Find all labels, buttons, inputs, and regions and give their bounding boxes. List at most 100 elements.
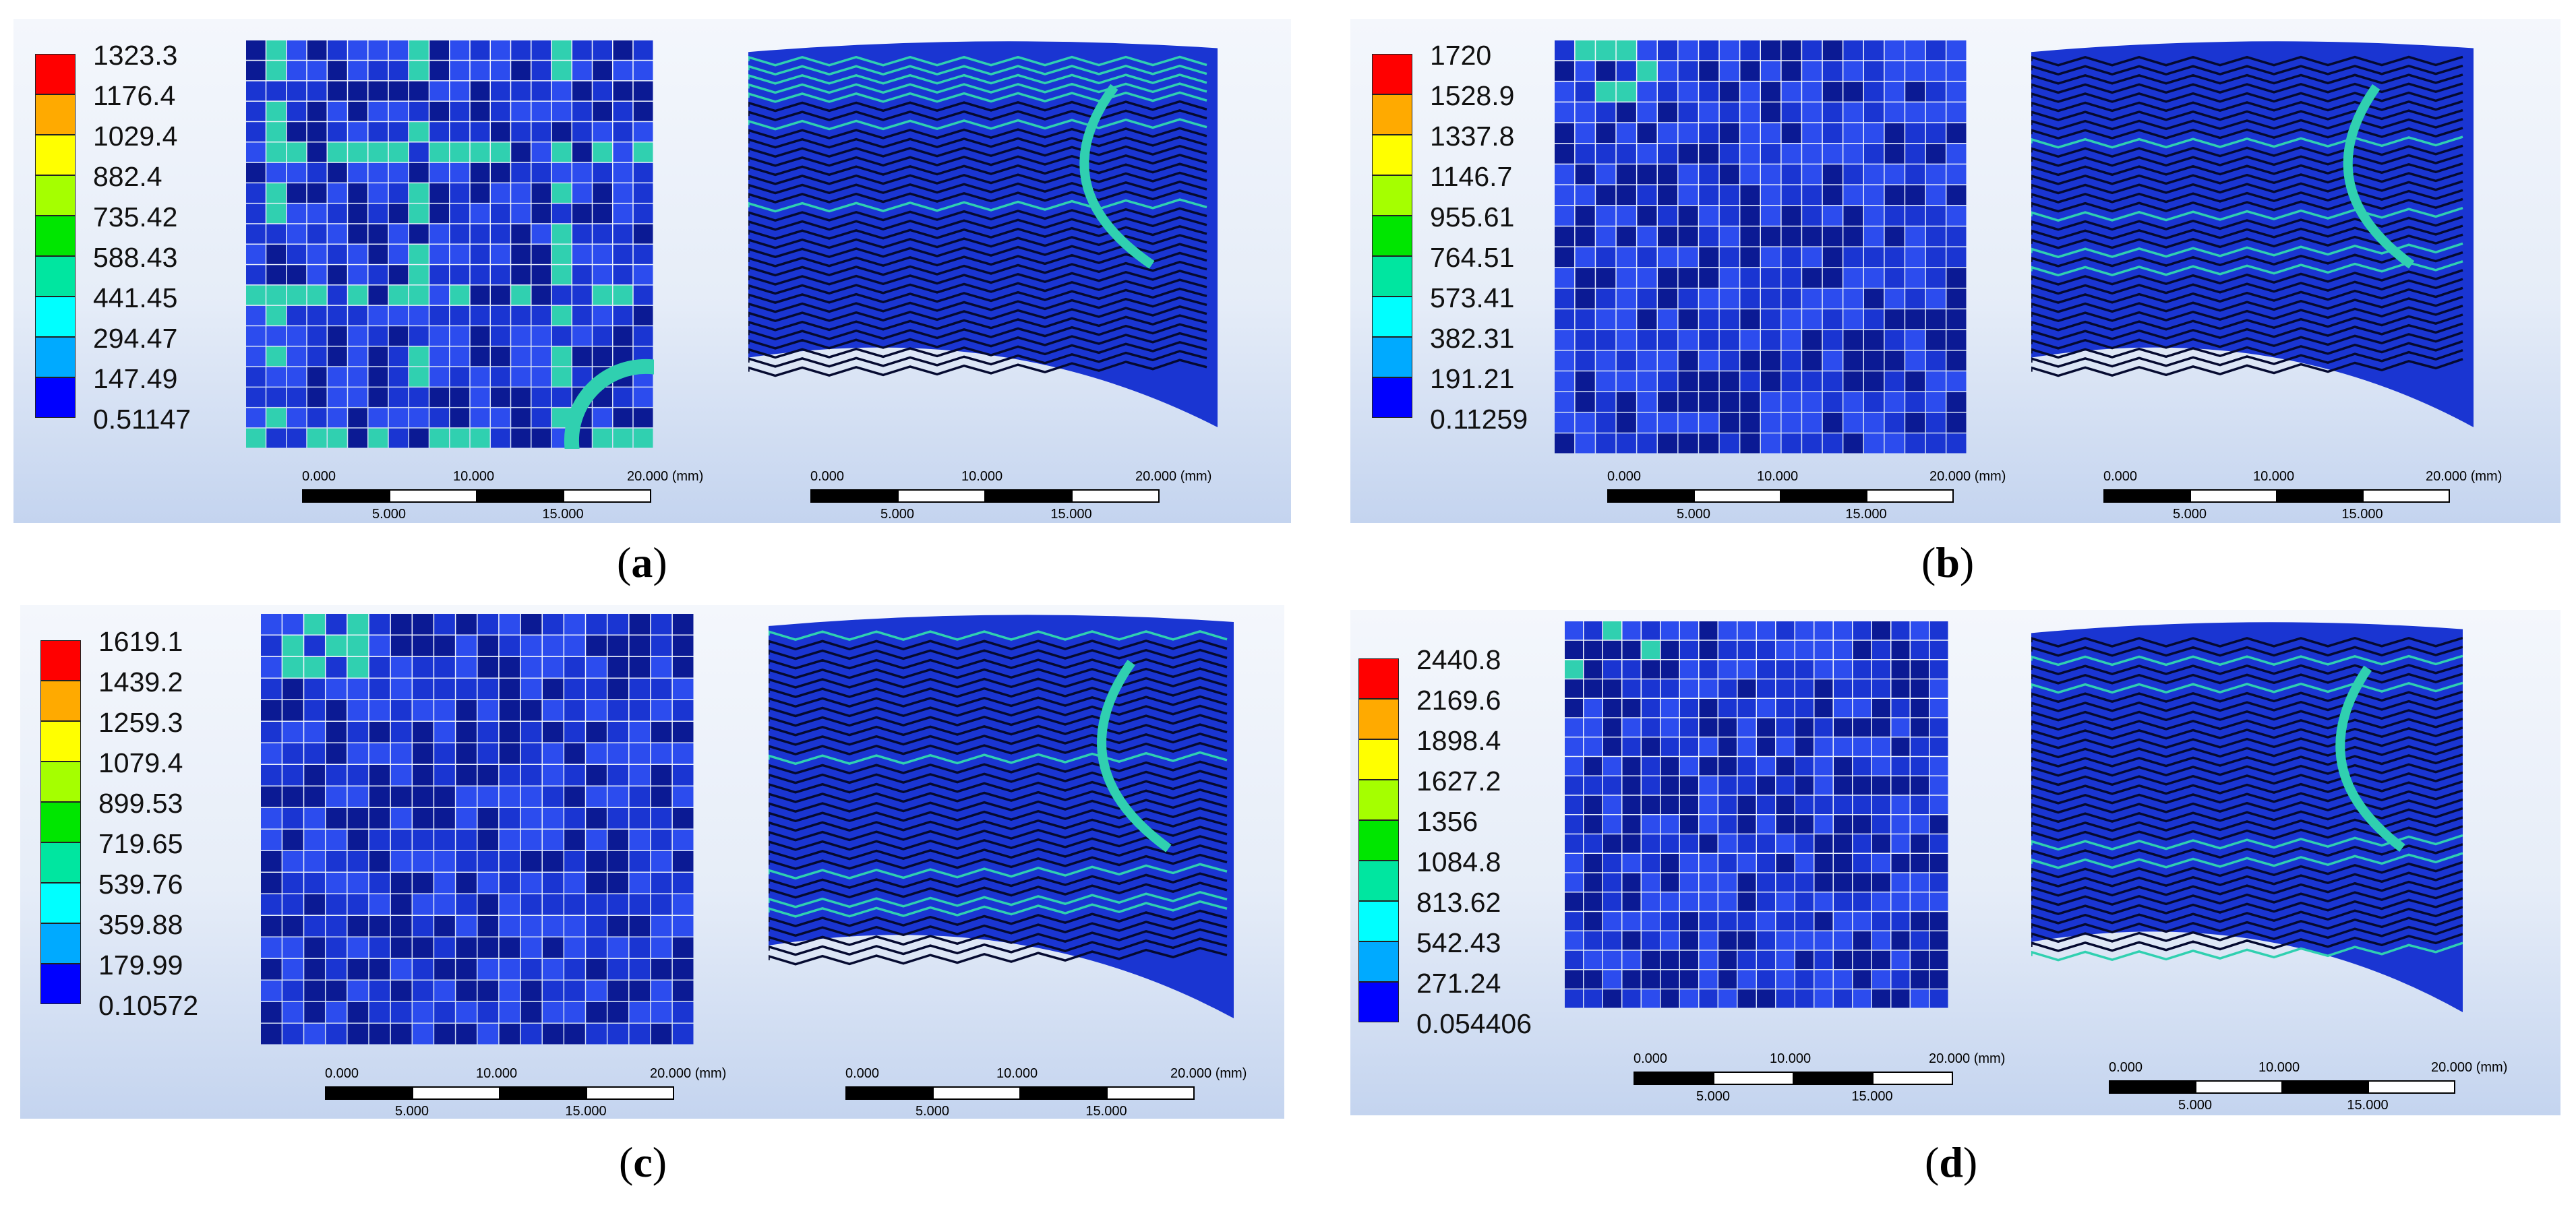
mesh-cell — [1814, 989, 1833, 1008]
mesh-cell — [1929, 834, 1948, 853]
mesh-cell — [1834, 892, 1852, 911]
mesh-cell — [1637, 433, 1657, 454]
mesh-cell — [1802, 371, 1822, 392]
mesh-cell — [388, 61, 409, 81]
scale-bar-segment — [2109, 1080, 2196, 1094]
mesh-cell — [1718, 834, 1737, 853]
mesh-cell — [470, 388, 490, 407]
yarn-line — [748, 207, 1207, 222]
mesh-cell — [1781, 185, 1801, 206]
mesh-cell — [477, 873, 499, 894]
mesh-cell — [1911, 892, 1929, 911]
mesh-cell — [672, 894, 694, 915]
mesh-cell — [1761, 144, 1781, 164]
mesh-cell — [348, 388, 367, 407]
mesh-cell — [413, 722, 433, 743]
mesh-cell — [564, 657, 585, 678]
scale-bar-label: 10.000 — [476, 1066, 518, 1081]
legend-value: 1079.4 — [98, 747, 183, 778]
mesh-cell — [1637, 330, 1657, 350]
panel-b: 1720 1528.9 1337.8 1146.7 955.61 764.51 573.41… — [1350, 19, 2560, 523]
mesh-cell — [1872, 854, 1890, 873]
mesh-cell — [1795, 815, 1814, 834]
mesh-cell — [520, 830, 542, 850]
mesh-cell — [1658, 247, 1678, 268]
mesh-cell — [369, 937, 390, 958]
mesh-cell — [348, 40, 367, 60]
mesh-cell — [456, 614, 477, 635]
mesh-cell — [499, 679, 520, 700]
mesh-cell — [348, 245, 367, 264]
mesh-cell — [1795, 834, 1814, 853]
mesh-cell — [261, 657, 282, 678]
mesh-cell — [1891, 892, 1910, 911]
mesh-cell — [328, 40, 347, 60]
scale-bar-segment — [2368, 1080, 2455, 1094]
mesh-cell — [1740, 164, 1760, 185]
mesh-cell — [531, 326, 551, 346]
mesh-cell — [491, 305, 510, 326]
mesh-cell — [1822, 392, 1843, 412]
mesh-cell — [629, 765, 651, 786]
mesh-cell — [613, 183, 633, 203]
mesh-cell — [1660, 679, 1679, 698]
mesh-cell — [304, 743, 325, 764]
yarn-line — [2031, 135, 2463, 149]
mesh-cell — [429, 367, 449, 387]
mesh-cell — [261, 808, 282, 829]
mesh-cell — [1565, 776, 1583, 795]
mesh-cell — [1596, 40, 1616, 61]
mesh-cell — [564, 1024, 585, 1045]
mesh-cell — [348, 61, 367, 81]
mesh-cell — [1699, 185, 1719, 206]
mesh-cell — [1853, 640, 1871, 659]
mesh-cell — [287, 326, 307, 346]
mesh-cell — [1822, 102, 1843, 123]
mesh-cell — [409, 40, 429, 60]
mesh-cell — [1719, 206, 1739, 226]
mesh-cell — [586, 830, 607, 850]
mesh-cell — [586, 894, 607, 915]
mesh-cell — [511, 326, 531, 346]
mesh-cell — [1660, 912, 1679, 931]
mesh-cell — [261, 786, 282, 807]
scale-bar-segment — [1071, 489, 1160, 503]
mesh-cell — [511, 204, 531, 224]
mesh-cell — [1795, 699, 1814, 718]
mesh-cell — [651, 937, 672, 958]
caption-letter: d — [1939, 1138, 1963, 1186]
mesh-cell — [1822, 330, 1843, 350]
mesh-cell — [434, 614, 455, 635]
mesh-cell — [1603, 757, 1621, 776]
mesh-cell — [307, 122, 327, 142]
mesh-cell — [1946, 412, 1967, 433]
mesh-cell — [551, 367, 572, 387]
mesh-cell — [1884, 82, 1905, 102]
mesh-cell — [672, 916, 694, 937]
mesh-cell — [347, 765, 369, 786]
mesh-cell — [672, 679, 694, 700]
mesh-cell — [651, 894, 672, 915]
mesh-cell — [1884, 61, 1905, 81]
mesh-cell — [607, 700, 629, 721]
mesh-cell — [572, 40, 592, 60]
legend-swatch — [1358, 739, 1399, 780]
mesh-cell — [1658, 412, 1678, 433]
caption-paren: ( — [1925, 1138, 1940, 1186]
mesh-cell — [1834, 854, 1852, 873]
mesh-cell — [1946, 309, 1967, 330]
yarn-line — [2031, 269, 2463, 286]
mesh-cell — [1660, 776, 1679, 795]
mesh-cell — [1911, 640, 1929, 659]
mesh-cell — [1802, 144, 1822, 164]
scale-bar-label: 0.000 — [2103, 469, 2138, 484]
scale-bar-segment — [2362, 489, 2450, 503]
mesh-cell — [672, 657, 694, 678]
scale-bar-label: 10.000 — [961, 469, 1003, 484]
mesh-cell — [1834, 950, 1852, 969]
mesh-cell — [1884, 185, 1905, 206]
mesh-cell — [1911, 873, 1929, 892]
mesh-cell — [413, 916, 433, 937]
mesh-cell — [1872, 873, 1890, 892]
mesh-cell — [651, 916, 672, 937]
